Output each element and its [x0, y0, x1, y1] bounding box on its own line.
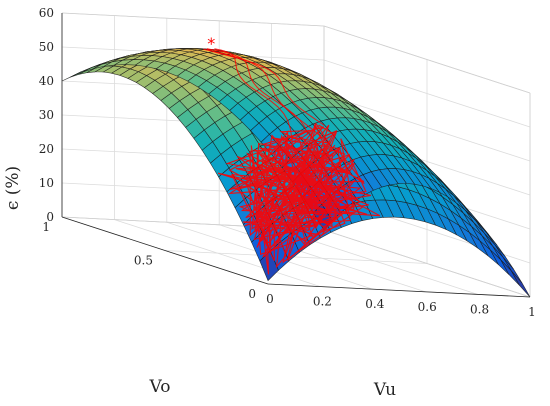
- grid-line: [164, 250, 428, 264]
- overlay-trace-line: [206, 48, 325, 126]
- surface-patch: [511, 270, 531, 298]
- z-tick-label: 10: [39, 176, 54, 190]
- y-axis-label: Vo: [149, 377, 171, 397]
- overlay-cluster: [217, 122, 381, 275]
- z-tick-label: 50: [39, 40, 54, 54]
- x-tick-label: 0.4: [365, 297, 384, 311]
- z-tick-label: 20: [39, 142, 54, 156]
- z-tick-label: 60: [39, 6, 54, 20]
- z-tick-label: 30: [39, 108, 54, 122]
- z-tick-label: 0: [46, 210, 54, 224]
- z-tick-label: 40: [39, 74, 54, 88]
- overlay-marker: *: [207, 34, 215, 53]
- box-edge: [323, 229, 531, 298]
- y-tick-label: 0.5: [134, 254, 153, 268]
- overlay-trace-line: [206, 48, 309, 135]
- axis-line: [267, 283, 531, 298]
- y-tick-label: 0: [248, 287, 256, 301]
- overlay-trace: *: [203, 34, 381, 275]
- y-tick-label: 1: [42, 220, 50, 234]
- overlay-trace-line: [203, 48, 331, 146]
- x-tick-label: 0.8: [470, 302, 489, 316]
- x-axis-label: Vu: [373, 380, 396, 400]
- x-tick-label: 0.2: [313, 295, 332, 309]
- box-edge: [61, 12, 325, 27]
- box-edge: [323, 25, 531, 94]
- x-tick-label: 0.6: [418, 300, 437, 314]
- axis-line: [61, 216, 269, 285]
- x-tick-label: 0: [266, 292, 274, 306]
- z-axis-label: ϵ (%): [3, 166, 23, 210]
- x-tick-label: 1: [528, 305, 536, 319]
